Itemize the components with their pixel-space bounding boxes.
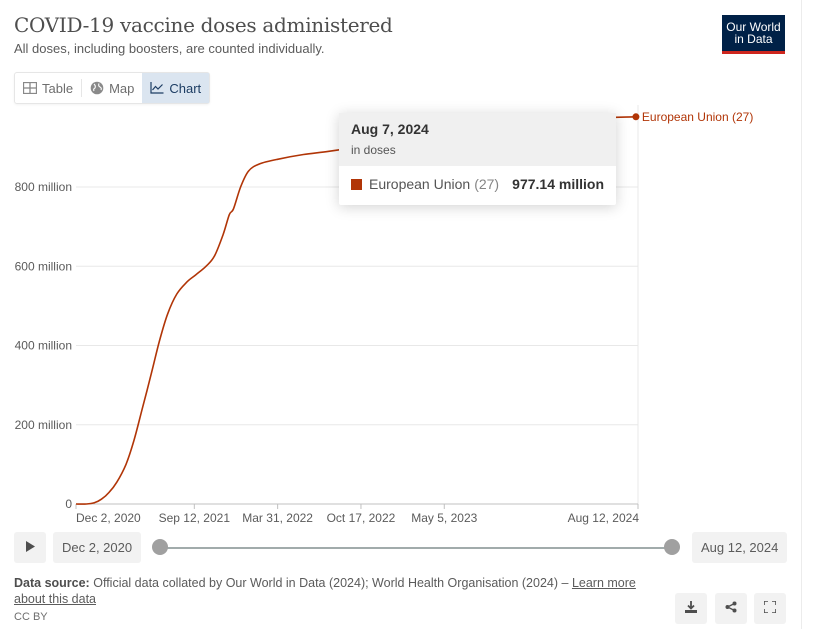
data-source-text: Official data collated by Our World in D… xyxy=(93,576,569,590)
tab-chart-label: Chart xyxy=(169,80,202,96)
tooltip-value: 977.14 million xyxy=(512,176,604,192)
tooltip: Aug 7, 2024 in doses European Union (27)… xyxy=(339,113,616,205)
x-tick-label: Oct 17, 2022 xyxy=(327,511,396,525)
tooltip-date: Aug 7, 2024 xyxy=(351,121,429,137)
tab-map-label: Map xyxy=(109,80,135,96)
x-tick-label: Mar 31, 2022 xyxy=(242,511,313,525)
data-source: Data source: Official data collated by O… xyxy=(14,575,664,607)
timeline-start-handle[interactable] xyxy=(152,539,168,555)
y-tick-label: 600 million xyxy=(15,259,72,273)
license: CC BY xyxy=(14,611,48,623)
share-icon xyxy=(725,600,737,618)
chart-title: COVID-19 vaccine doses administered xyxy=(14,13,393,37)
tab-divider xyxy=(81,79,83,97)
learn-more-link[interactable]: Learn more about this data xyxy=(14,576,636,606)
series-endpoint-marker xyxy=(632,113,640,121)
timeline-end-date[interactable]: Aug 12, 2024 xyxy=(692,532,788,563)
tooltip-color-swatch xyxy=(351,178,362,190)
chart-subtitle: All doses, including boosters, are count… xyxy=(14,41,325,56)
x-tick-label: May 5, 2023 xyxy=(411,511,477,525)
x-tick-label: Aug 12, 2024 xyxy=(568,511,640,525)
page-border xyxy=(801,0,802,629)
fullscreen-icon xyxy=(763,599,777,618)
share-button[interactable] xyxy=(715,593,747,624)
timeline-end-handle[interactable] xyxy=(664,539,680,555)
download-icon xyxy=(685,600,697,618)
tooltip-entity-count: (27) xyxy=(474,176,500,192)
axes: 0 200 million 400 million 600 million 800 mi… xyxy=(15,180,640,525)
tab-table-label: Table xyxy=(42,80,74,96)
y-tick-label: 400 million xyxy=(15,339,72,353)
logo-line-1: Our World xyxy=(726,20,781,34)
line-chart-icon xyxy=(150,82,164,94)
play-button[interactable] xyxy=(14,532,46,563)
tooltip-row: European Union (27) 977.14 million xyxy=(339,166,616,205)
x-tick-label: Dec 2, 2020 xyxy=(76,511,141,525)
tooltip-header: Aug 7, 2024 in doses xyxy=(339,113,616,166)
download-button[interactable] xyxy=(675,593,707,624)
x-tick-label: Sep 12, 2021 xyxy=(159,511,231,525)
tooltip-entity: European Union xyxy=(369,176,471,192)
timeline-slider-track[interactable] xyxy=(160,547,672,549)
play-icon xyxy=(25,539,35,557)
table-icon xyxy=(23,82,37,94)
tooltip-unit: in doses xyxy=(351,143,396,157)
fullscreen-button[interactable] xyxy=(754,593,786,624)
data-source-label: Data source: xyxy=(14,576,90,590)
logo-line-2: in Data xyxy=(734,32,773,46)
tab-map[interactable]: Map xyxy=(82,73,142,103)
view-tabs: Table Map Chart xyxy=(14,72,211,104)
tab-table[interactable]: Table xyxy=(15,73,81,103)
tab-chart[interactable]: Chart xyxy=(142,73,210,103)
timeline-start-date[interactable]: Dec 2, 2020 xyxy=(53,532,142,563)
y-tick-label: 0 xyxy=(65,497,72,511)
globe-icon xyxy=(90,81,104,95)
owid-logo[interactable]: Our World in Data xyxy=(722,15,785,54)
y-tick-label: 800 million xyxy=(15,180,72,194)
y-tick-label: 200 million xyxy=(15,418,72,432)
series-label-european-union: European Union (27) xyxy=(642,110,753,124)
